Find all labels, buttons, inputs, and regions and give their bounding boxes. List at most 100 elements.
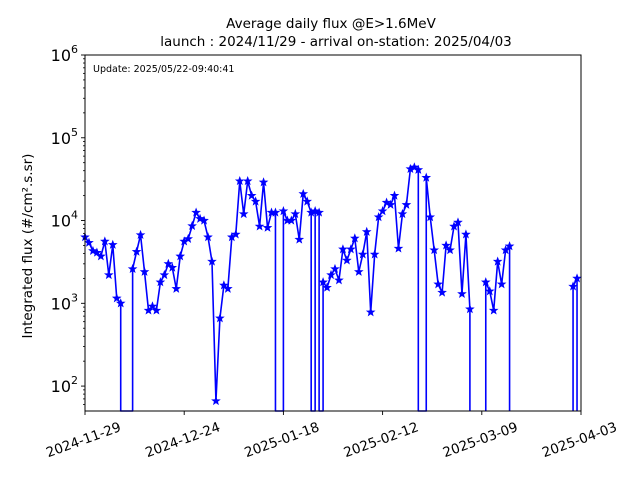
data-point bbox=[504, 241, 515, 251]
data-point bbox=[96, 251, 106, 261]
data-point bbox=[330, 263, 340, 274]
data-point bbox=[262, 222, 273, 232]
data-point bbox=[215, 313, 225, 323]
data-point bbox=[572, 273, 582, 283]
data-point bbox=[389, 190, 400, 200]
data-point bbox=[322, 282, 332, 292]
data-point bbox=[393, 243, 404, 253]
x-tick-label: 2024-12-24 bbox=[143, 419, 222, 461]
y-tick-label: 102 bbox=[51, 374, 78, 396]
series-line bbox=[484, 245, 511, 411]
data-point bbox=[294, 234, 305, 244]
data-point bbox=[461, 229, 471, 239]
data-point bbox=[314, 207, 324, 217]
data-point bbox=[338, 244, 348, 254]
data-point bbox=[163, 258, 174, 268]
data-point bbox=[361, 226, 372, 236]
data-point bbox=[115, 298, 126, 308]
data-point bbox=[397, 208, 408, 219]
x-tick-label: 2025-02-12 bbox=[342, 419, 421, 461]
series-line bbox=[84, 166, 471, 412]
data-point bbox=[258, 177, 269, 187]
data-point bbox=[278, 206, 289, 216]
x-tick-label: 2025-01-18 bbox=[242, 419, 321, 461]
data-point bbox=[183, 233, 193, 243]
series-layer bbox=[80, 162, 582, 412]
data-point bbox=[488, 305, 499, 315]
data-point bbox=[484, 286, 495, 296]
data-point bbox=[298, 188, 309, 198]
y-axis: 102 103 104 105 106 bbox=[51, 43, 85, 405]
data-point bbox=[401, 199, 412, 209]
data-point bbox=[568, 281, 578, 291]
data-point bbox=[84, 237, 94, 247]
chart-title: Average daily flux @E>1.6MeV bbox=[226, 16, 436, 32]
data-point bbox=[175, 251, 186, 261]
data-point bbox=[111, 293, 122, 303]
data-point bbox=[413, 164, 424, 174]
data-point bbox=[211, 395, 221, 406]
data-point bbox=[171, 283, 182, 293]
data-point bbox=[353, 266, 364, 276]
y-axis-label: Integrated flux (#/cm².s.sr) bbox=[20, 154, 36, 339]
data-point bbox=[88, 245, 98, 255]
x-tick-label: 2024-11-29 bbox=[44, 419, 123, 461]
data-point bbox=[310, 206, 320, 216]
data-point bbox=[453, 217, 463, 227]
data-point bbox=[191, 207, 201, 217]
data-point bbox=[365, 307, 376, 317]
x-tick-label: 2025-03-09 bbox=[441, 419, 520, 461]
data-point bbox=[100, 236, 110, 246]
x-axis: 2024-11-29 2024-12-24 2025-01-18 2025-02-12… bbox=[44, 411, 619, 461]
data-point bbox=[254, 221, 265, 231]
data-point bbox=[167, 262, 178, 272]
data-point bbox=[270, 207, 281, 217]
y-tick-label: 104 bbox=[51, 209, 78, 231]
update-annotation: Update: 2025/05/22-09:40:41 bbox=[93, 64, 234, 75]
data-point bbox=[242, 175, 253, 186]
series-line bbox=[572, 277, 578, 411]
data-point bbox=[219, 280, 229, 290]
data-point bbox=[238, 208, 249, 219]
data-point bbox=[143, 305, 154, 315]
data-point bbox=[187, 220, 197, 231]
data-point bbox=[155, 277, 166, 287]
data-point bbox=[445, 244, 455, 255]
data-point bbox=[342, 255, 352, 265]
data-point bbox=[135, 229, 146, 240]
data-point bbox=[496, 279, 507, 289]
data-point bbox=[326, 269, 336, 280]
data-point bbox=[480, 277, 491, 287]
data-point bbox=[457, 288, 467, 298]
data-point bbox=[437, 287, 447, 297]
data-point bbox=[377, 206, 388, 216]
data-point bbox=[302, 196, 313, 206]
data-point bbox=[139, 266, 150, 276]
data-point bbox=[373, 212, 384, 222]
data-point bbox=[441, 240, 451, 250]
data-point bbox=[409, 162, 420, 172]
data-point bbox=[250, 196, 261, 206]
data-point bbox=[147, 301, 158, 311]
data-point bbox=[385, 199, 396, 209]
data-point bbox=[223, 283, 233, 293]
plot-frame bbox=[84, 54, 582, 412]
data-point bbox=[151, 305, 162, 315]
data-point bbox=[131, 246, 142, 256]
data-point bbox=[346, 244, 356, 254]
data-point bbox=[107, 239, 118, 249]
data-point bbox=[230, 229, 241, 239]
data-point bbox=[127, 263, 138, 274]
data-point bbox=[357, 249, 368, 259]
data-point bbox=[381, 197, 392, 207]
data-point bbox=[425, 212, 436, 222]
data-point bbox=[433, 279, 443, 289]
data-point bbox=[421, 172, 432, 182]
data-point bbox=[199, 215, 209, 225]
x-tick-label: 2025-04-03 bbox=[540, 419, 619, 461]
data-point bbox=[350, 233, 360, 243]
data-point bbox=[207, 256, 217, 266]
data-point bbox=[246, 190, 257, 200]
data-point bbox=[195, 213, 205, 223]
data-point bbox=[203, 232, 213, 242]
